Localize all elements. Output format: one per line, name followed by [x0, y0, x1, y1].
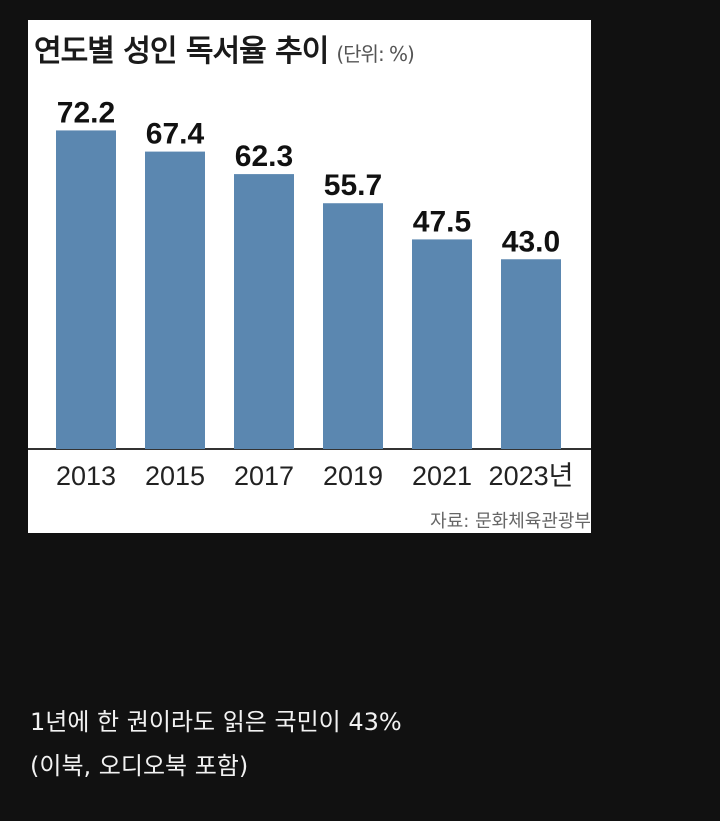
chart-source: 자료: 문화체육관광부 [430, 511, 591, 532]
x-tick-2023년: 2023년 [489, 461, 574, 491]
x-tick-2017: 2017 [234, 461, 294, 491]
bar-2017 [234, 174, 294, 449]
x-tick-2021: 2021 [412, 461, 472, 491]
chart-unit-label: (단위: %) [336, 42, 415, 66]
caption: 1년에 한 권이라도 읽은 국민이 43% (이북, 오디오북 포함) [30, 700, 402, 788]
chart-card: 72.2 67.4 62.3 55.7 47.5 43.0 2013 2015 2017 201… [28, 20, 591, 533]
value-label-2019: 55.7 [324, 169, 382, 202]
x-tick-2013: 2013 [56, 461, 116, 491]
value-label-2017: 62.3 [235, 140, 293, 173]
value-label-2013: 72.2 [57, 96, 115, 129]
x-tick-2019: 2019 [323, 461, 383, 491]
bar-2023년 [501, 259, 561, 449]
chart-title: 연도별 성인 독서율 추이 [34, 34, 329, 69]
x-tick-2015: 2015 [145, 461, 205, 491]
x-tick-labels-group: 2013 2015 2017 2019 2021 2023년 [56, 461, 573, 491]
bars-group [56, 130, 561, 449]
bar-2019 [323, 203, 383, 449]
value-label-2023년: 43.0 [502, 225, 560, 258]
chart-title-row: 연도별 성인 독서율 추이 (단위: %) [34, 26, 415, 70]
bar-2015 [145, 151, 205, 449]
value-label-2015: 67.4 [146, 118, 205, 151]
value-label-2021: 47.5 [413, 205, 471, 238]
caption-line-1: 1년에 한 권이라도 읽은 국민이 43% [30, 708, 402, 736]
caption-line-2: (이북, 오디오북 포함) [30, 752, 249, 780]
bar-chart: 72.267.462.355.747.543.0 2013 2015 2017 201… [28, 96, 591, 491]
bar-2013 [56, 130, 116, 449]
value-labels-group: 72.2 67.4 62.3 55.7 47.5 43.0 [57, 96, 560, 258]
bar-2021 [412, 239, 472, 449]
